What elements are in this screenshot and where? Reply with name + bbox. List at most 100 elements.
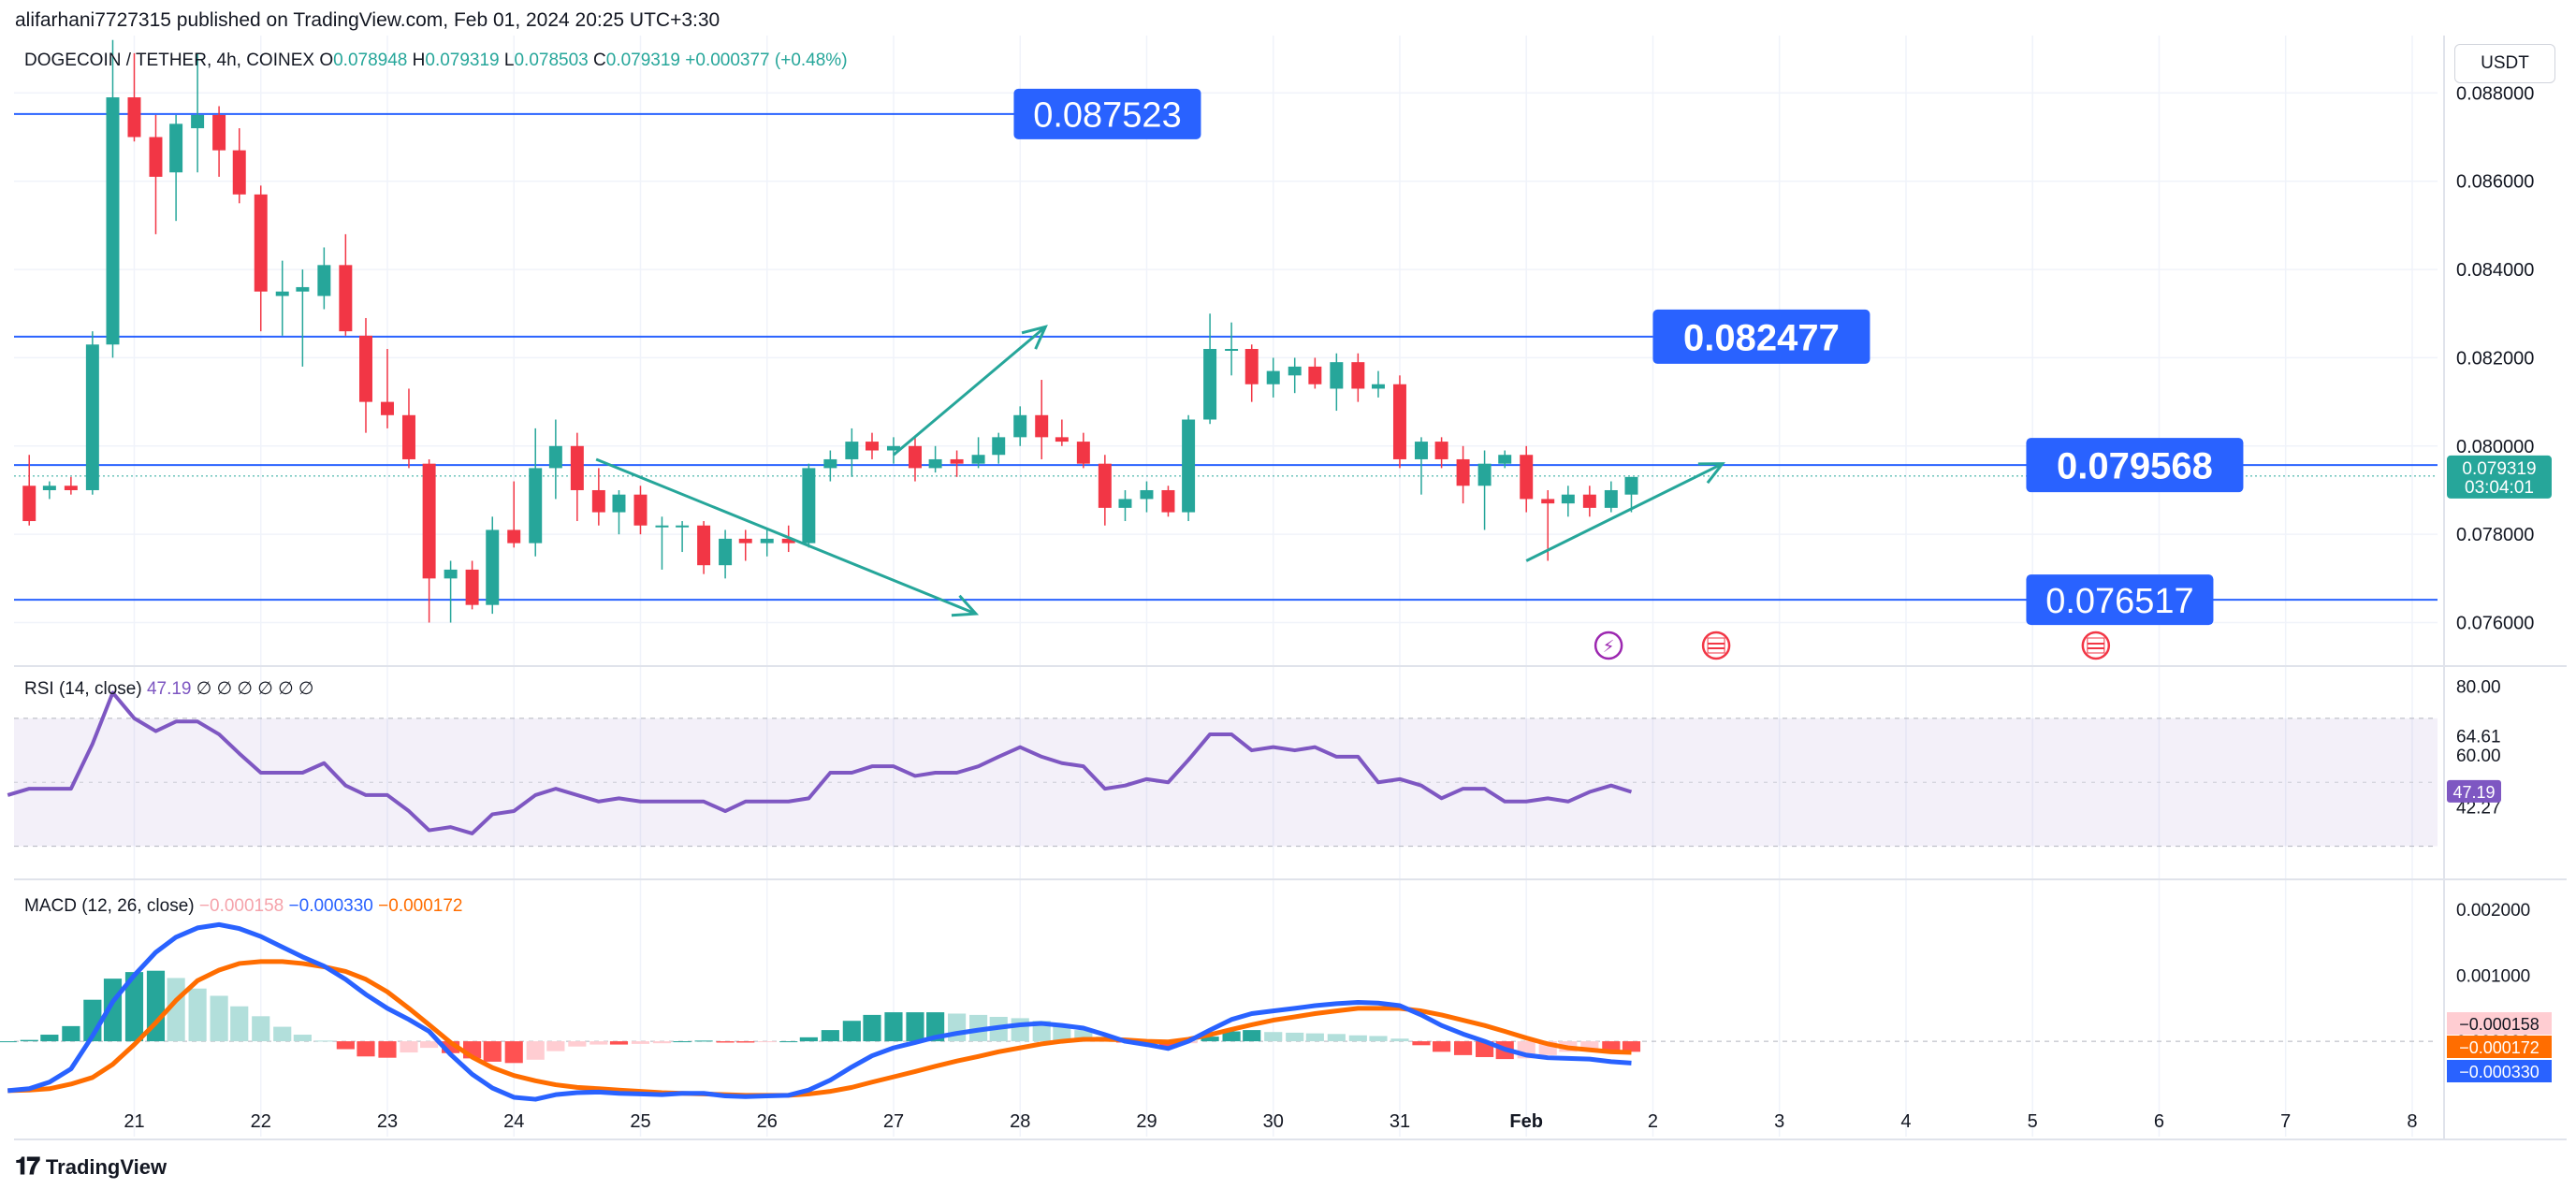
time-tick-label: Feb xyxy=(1509,1111,1543,1132)
time-tick-label: 26 xyxy=(757,1111,778,1132)
macd-histogram-bar xyxy=(631,1041,650,1044)
candle-body xyxy=(845,442,859,459)
candle-body xyxy=(655,525,669,528)
time-tick-label: 5 xyxy=(2028,1111,2038,1132)
arrow-head-icon xyxy=(951,594,980,617)
legend-part: 0.078503 xyxy=(514,51,593,70)
legend-part: −0.000158 xyxy=(199,896,289,916)
legend-part: −0.000172 xyxy=(378,896,462,916)
candle-body xyxy=(1561,494,1575,504)
candle-body xyxy=(380,401,394,415)
macd-histogram-bar xyxy=(1158,1041,1178,1049)
macd-histogram-bar xyxy=(526,1041,545,1060)
macd-value-tag xyxy=(2447,1036,2552,1058)
macd-histogram-bar xyxy=(336,1041,355,1050)
candle-body xyxy=(1244,349,1259,384)
macd-histogram-bar xyxy=(1222,1031,1241,1042)
legend-part: C xyxy=(593,51,606,70)
rsi-tick-label: 42.27 xyxy=(2456,799,2501,819)
candle-body xyxy=(1140,489,1154,500)
candle-body xyxy=(1098,463,1112,508)
candle-body xyxy=(1076,442,1090,464)
macd-histogram-bar xyxy=(230,1006,249,1042)
trend-arrow-line xyxy=(893,326,1047,457)
macd-histogram-bar xyxy=(609,1041,629,1045)
publisher-line: alifarhani7727315 published on TradingVi… xyxy=(15,9,720,31)
currency-button[interactable]: USDT xyxy=(2454,44,2555,83)
candle-body xyxy=(548,445,562,469)
chart-area[interactable]: 0.088000 0.086000 0.084000 0.082000 0.080000… xyxy=(0,0,2576,1151)
legend-part: H xyxy=(413,51,426,70)
macd-histogram-bar xyxy=(906,1012,924,1042)
candle-body xyxy=(1498,455,1512,464)
macd-histogram-bar xyxy=(842,1021,861,1042)
time-tick-label: 23 xyxy=(377,1111,398,1132)
macd-line xyxy=(7,921,1632,1102)
macd-value-tag-label: −0.000158 xyxy=(2459,1015,2540,1034)
candle-body xyxy=(1477,463,1492,486)
legend-part: O xyxy=(319,51,333,70)
level-label: 0.082477 xyxy=(1683,317,1840,358)
rsi-tick-label: 60.00 xyxy=(2456,747,2501,766)
macd-histogram-bar xyxy=(884,1012,903,1042)
candle-body xyxy=(1520,455,1534,500)
candle-body xyxy=(1604,489,1618,508)
price-tick-label: 0.088000 xyxy=(2456,83,2534,104)
legend-part: 47.19 xyxy=(147,679,196,699)
macd-histogram-bar xyxy=(314,1040,333,1042)
macd-histogram-bar xyxy=(124,972,144,1042)
macd-histogram-bar xyxy=(948,1013,967,1042)
rsi-line xyxy=(7,690,1633,835)
macd-histogram-bar xyxy=(652,1041,672,1044)
macd-histogram-bar xyxy=(1286,1032,1304,1042)
candle-body xyxy=(760,538,774,544)
legend-part: 0.079319 xyxy=(606,51,686,70)
macd-histogram-bar xyxy=(1201,1037,1219,1042)
macd-histogram-bar xyxy=(420,1041,439,1049)
candle-body xyxy=(1161,489,1175,513)
macd-histogram-bar xyxy=(1264,1032,1283,1042)
footer-brand[interactable]: TradingView xyxy=(45,1154,167,1179)
macd-histogram-bar xyxy=(483,1041,502,1062)
price-tick-label: 0.080000 xyxy=(2456,437,2534,457)
price-tick-label: 0.086000 xyxy=(2456,172,2534,193)
countdown-label: 03:04:01 xyxy=(2465,478,2534,498)
macd-tick-label: 0.001000 xyxy=(2456,967,2530,987)
macd-histogram-bar xyxy=(1348,1035,1367,1042)
time-tick-label: 27 xyxy=(883,1111,904,1132)
candle-body xyxy=(486,529,500,605)
macd-value-tag-label: −0.000172 xyxy=(2459,1038,2540,1057)
legend-part: L xyxy=(504,51,515,70)
candle-body xyxy=(1035,414,1049,438)
candle-body xyxy=(1392,384,1406,459)
level-label: 0.076517 xyxy=(2045,582,2194,621)
time-tick-label: 31 xyxy=(1390,1111,1410,1132)
arrow-head-icon xyxy=(1697,462,1725,485)
macd-histogram-bar xyxy=(40,1035,59,1042)
time-tick-label: 3 xyxy=(1774,1111,1784,1132)
candle-body xyxy=(719,538,733,566)
rsi-value-tag-label: 47.19 xyxy=(2452,783,2495,802)
macd-histogram-bar xyxy=(1053,1025,1071,1042)
candle-body xyxy=(296,286,310,292)
candle-body xyxy=(886,445,900,451)
candle-body xyxy=(212,114,226,151)
candle-body xyxy=(1308,366,1322,384)
candle-body xyxy=(1330,362,1344,389)
time-tick-label: 25 xyxy=(630,1111,650,1132)
candle-body xyxy=(149,137,163,177)
macd-legend: MACD (12, 26, close) −0.000158 −0.000330… xyxy=(24,896,463,916)
candle-body xyxy=(1414,442,1428,459)
legend-part: DOGECOIN / TETHER, 4h, COINEX xyxy=(24,51,319,70)
time-tick-label: 2 xyxy=(1648,1111,1658,1132)
level-label: 0.087523 xyxy=(1033,96,1182,136)
time-tick-label: 6 xyxy=(2154,1111,2164,1132)
candle-body xyxy=(992,437,1006,456)
tradingview-logo-icon[interactable]: ⁠𝟏𝟕 xyxy=(15,1153,40,1181)
ohlc-legend: DOGECOIN / TETHER, 4h, COINEX O0.078948 … xyxy=(24,51,848,70)
macd-histogram-bar xyxy=(1433,1041,1451,1052)
macd-histogram-bar xyxy=(146,970,166,1042)
macd-histogram-bar xyxy=(1580,1041,1599,1051)
candle-body xyxy=(422,463,436,579)
macd-histogram-bar xyxy=(1074,1030,1093,1042)
